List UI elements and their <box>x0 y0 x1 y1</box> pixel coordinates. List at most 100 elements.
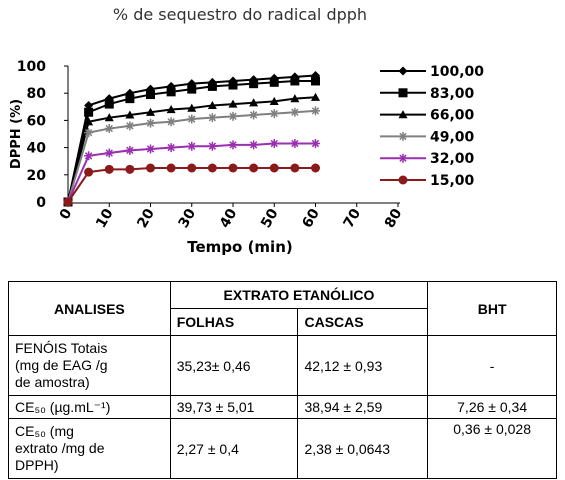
marker <box>249 79 259 89</box>
y-axis-label: DPPH (%) <box>9 99 24 169</box>
marker <box>228 111 238 121</box>
marker <box>398 131 408 141</box>
marker <box>146 90 155 100</box>
marker <box>125 121 135 131</box>
marker <box>207 100 217 110</box>
marker <box>166 143 176 153</box>
marker <box>398 110 408 119</box>
y-tick-label: 60 <box>27 113 47 129</box>
marker <box>104 113 114 122</box>
marker <box>311 106 320 116</box>
legend-label: 83,00 <box>430 86 475 102</box>
marker <box>166 117 176 127</box>
y-tick-label: 40 <box>27 141 47 157</box>
x-tick-label: 70 <box>341 206 365 231</box>
subheader-cell: CASCAS <box>297 308 429 336</box>
chart-title: % de sequestro do radical dpph <box>113 5 367 24</box>
y-tick-label: 100 <box>17 59 46 75</box>
cell: 0,36 ± 0,028 <box>427 418 557 479</box>
marker <box>84 117 94 126</box>
results-table: ANALISES EXTRATO ETANÓLICO BHT FOLHAS CA… <box>8 281 557 479</box>
marker <box>290 94 300 103</box>
legend-label: 66,00 <box>430 108 475 124</box>
marker <box>249 163 259 173</box>
cell: 7,26 ± 0,34 <box>427 395 557 419</box>
x-axis-label: Tempo (min) <box>187 238 292 256</box>
header-cell: EXTRATO ETANÓLICO <box>169 281 429 309</box>
marker <box>146 118 155 128</box>
marker <box>146 163 155 173</box>
marker <box>228 99 238 108</box>
marker <box>125 164 135 174</box>
marker <box>146 144 155 154</box>
marker <box>249 98 259 107</box>
marker <box>269 163 279 173</box>
marker <box>187 141 197 151</box>
x-tick-label: 0 <box>57 206 76 223</box>
marker <box>146 107 155 116</box>
marker <box>311 76 320 86</box>
row-label: CE₅₀ (mg extrato /mg de DPPH) <box>8 418 171 479</box>
marker <box>187 84 197 94</box>
marker <box>84 167 94 177</box>
marker <box>228 80 238 90</box>
marker <box>187 163 197 173</box>
x-tick-label: 80 <box>382 206 406 231</box>
marker <box>269 109 279 119</box>
marker <box>228 163 238 173</box>
row-label: FENÓIS Totais (mg de EAG /g de amostra) <box>8 335 171 396</box>
cell: 39,73 ± 5,01 <box>169 395 299 419</box>
marker <box>398 88 408 98</box>
series-line <box>67 109 316 203</box>
marker <box>104 164 114 174</box>
marker <box>290 139 300 149</box>
header-cell: BHT <box>427 281 557 336</box>
legend-label: 100,00 <box>430 64 484 80</box>
marker <box>166 87 176 97</box>
x-tick-label: 30 <box>176 206 200 231</box>
marker <box>63 197 73 207</box>
x-tick-label: 50 <box>258 206 282 231</box>
series-line <box>67 167 316 203</box>
marker <box>269 96 279 105</box>
marker <box>398 153 408 163</box>
legend-label: 15,00 <box>430 173 475 189</box>
marker <box>125 94 135 104</box>
chart: % de sequestro do radical dpph Tempo (mi… <box>9 5 484 256</box>
marker <box>311 139 320 149</box>
cell: 2,27 ± 0,4 <box>169 418 299 479</box>
marker <box>249 110 259 120</box>
marker <box>104 99 114 109</box>
marker <box>249 140 259 150</box>
marker <box>311 92 320 101</box>
series-line <box>67 74 316 203</box>
marker <box>125 110 135 119</box>
y-tick-label: 0 <box>36 195 46 211</box>
marker <box>269 77 279 87</box>
cell: 2,38 ± 0,0643 <box>297 418 429 479</box>
marker <box>228 140 238 150</box>
marker <box>311 163 320 173</box>
marker <box>207 141 217 151</box>
legend-label: 49,00 <box>430 129 475 145</box>
y-tick-label: 80 <box>27 86 47 102</box>
marker <box>290 76 300 86</box>
marker <box>207 81 217 91</box>
marker <box>269 139 279 149</box>
marker <box>398 175 408 185</box>
x-tick-label: 60 <box>299 206 323 231</box>
marker <box>207 113 217 123</box>
marker <box>84 151 94 161</box>
marker <box>187 103 197 112</box>
cell: 38,94 ± 2,59 <box>297 395 429 419</box>
x-tick-label: 40 <box>217 206 241 231</box>
row-label: CE₅₀ (µg.mL⁻¹) <box>8 395 171 419</box>
legend-label: 32,00 <box>430 151 475 167</box>
marker <box>166 163 176 173</box>
y-tick-label: 20 <box>27 168 47 184</box>
marker <box>207 163 217 173</box>
marker <box>125 145 135 155</box>
marker <box>398 66 408 76</box>
header-cell: ANALISES <box>8 281 171 336</box>
